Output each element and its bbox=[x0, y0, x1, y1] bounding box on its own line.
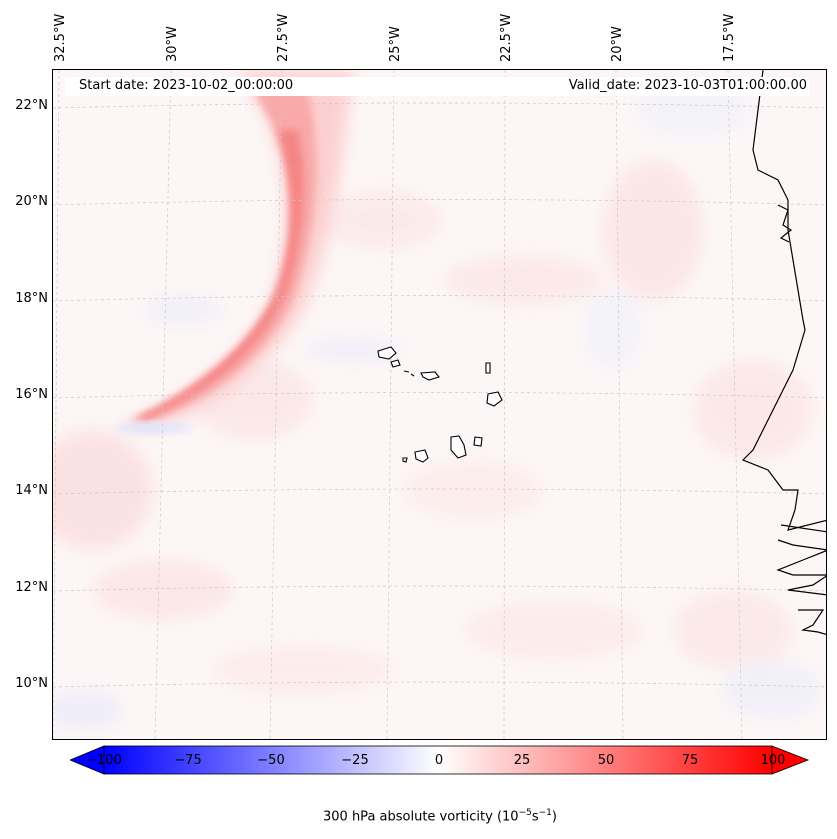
colorbar-tick-25: 25 bbox=[513, 753, 531, 768]
colorbar-tick-neg100: −100 bbox=[86, 753, 122, 768]
background-patches bbox=[53, 80, 823, 730]
lon-label-22-5w: 22.5°W bbox=[499, 13, 514, 62]
gridlines bbox=[53, 70, 826, 739]
colorbar-label-mid: s bbox=[531, 809, 539, 825]
lon-label-32-5w: 32.5°W bbox=[53, 13, 68, 62]
colorbar bbox=[70, 745, 810, 775]
vorticity-field bbox=[53, 70, 826, 739]
colorbar-tick-50: 50 bbox=[597, 753, 615, 768]
colorbar-tick-neg25: −25 bbox=[341, 753, 369, 768]
lon-label-25w: 25°W bbox=[388, 26, 403, 62]
lat-label-16n: 16°N bbox=[15, 387, 48, 402]
colorbar-tick-0: 0 bbox=[434, 753, 444, 768]
valid-date-label: Valid_date: 2023-10-03T01:00:00.00 bbox=[568, 78, 807, 93]
lat-label-18n: 18°N bbox=[15, 291, 48, 306]
colorbar-label: 300 hPa absolute vorticity (10−5s−1) bbox=[0, 808, 837, 824]
start-date-label: Start date: 2023-10-02_00:00:00 bbox=[79, 78, 294, 93]
cape-verde-islands bbox=[377, 346, 503, 463]
colorbar-tick-neg75: −75 bbox=[174, 753, 202, 768]
lat-label-12n: 12°N bbox=[15, 580, 48, 595]
header-band bbox=[65, 77, 809, 96]
colorbar-label-exp2: −1 bbox=[538, 808, 552, 818]
colorbar-tick-neg50: −50 bbox=[257, 753, 285, 768]
colorbar-max-extend-triangle bbox=[771, 745, 810, 775]
vorticity-jet-band bbox=[113, 70, 353, 434]
colorbar-label-exp1: −5 bbox=[518, 808, 532, 818]
lon-label-27-5w: 27.5°W bbox=[276, 13, 291, 62]
lat-label-22n: 22°N bbox=[15, 98, 48, 113]
colorbar-tick-100: 100 bbox=[760, 753, 786, 768]
colorbar-label-suffix: ) bbox=[551, 809, 557, 825]
lon-label-17-5w: 17.5°W bbox=[722, 13, 737, 62]
lat-label-10n: 10°N bbox=[15, 676, 48, 691]
coastline-africa bbox=[741, 70, 826, 636]
lat-label-20n: 20°N bbox=[15, 194, 48, 209]
colorbar-tick-75: 75 bbox=[681, 753, 699, 768]
lat-label-14n: 14°N bbox=[15, 483, 48, 498]
lon-label-20w: 20°W bbox=[610, 26, 625, 62]
colorbar-label-prefix: 300 hPa absolute vorticity (10 bbox=[323, 809, 519, 825]
lon-label-30w: 30°W bbox=[165, 26, 180, 62]
map-panel bbox=[52, 69, 827, 740]
